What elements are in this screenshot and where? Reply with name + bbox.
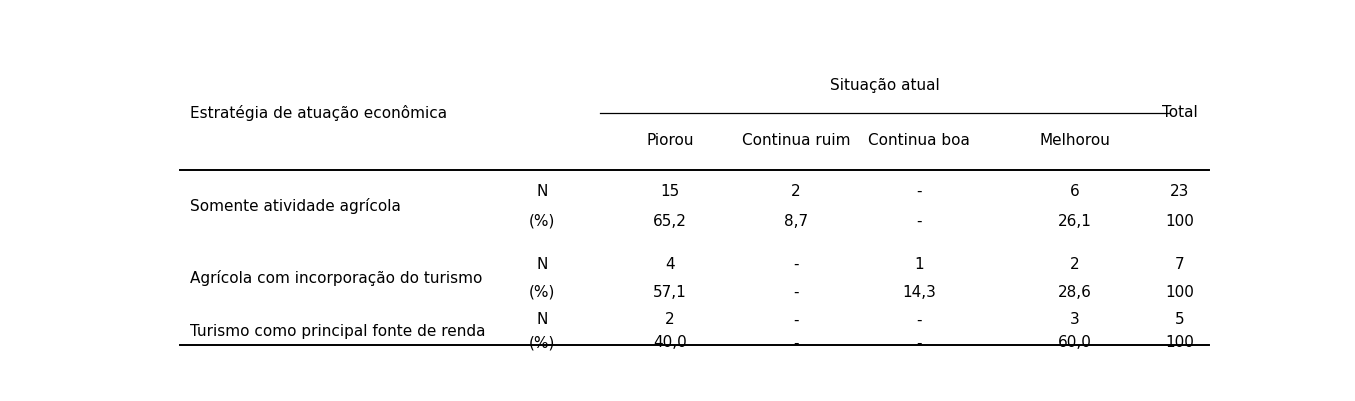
Text: 7: 7 [1175, 257, 1184, 272]
Text: Estratégia de atuação econômica: Estratégia de atuação econômica [190, 105, 447, 121]
Text: 8,7: 8,7 [783, 213, 808, 229]
Text: 5: 5 [1175, 312, 1184, 327]
Text: 2: 2 [665, 312, 675, 327]
Text: 100: 100 [1165, 213, 1194, 229]
Text: 26,1: 26,1 [1058, 213, 1092, 229]
Text: 6: 6 [1070, 184, 1080, 199]
Text: N: N [537, 312, 547, 327]
Text: 3: 3 [1070, 312, 1080, 327]
Text: 57,1: 57,1 [653, 285, 687, 300]
Text: 15: 15 [660, 184, 679, 199]
Text: 2: 2 [1070, 257, 1080, 272]
Text: Continua ruim: Continua ruim [741, 133, 850, 148]
Text: 60,0: 60,0 [1058, 336, 1092, 350]
Text: Agrícola com incorporação do turismo: Agrícola com incorporação do turismo [190, 270, 482, 286]
Text: (%): (%) [528, 285, 556, 300]
Text: -: - [916, 184, 921, 199]
Text: 100: 100 [1165, 285, 1194, 300]
Text: -: - [916, 213, 921, 229]
Text: Melhorou: Melhorou [1039, 133, 1111, 148]
Text: 100: 100 [1165, 336, 1194, 350]
Text: 40,0: 40,0 [653, 336, 687, 350]
Text: 4: 4 [665, 257, 675, 272]
Text: Somente atividade agrícola: Somente atividade agrícola [190, 198, 401, 215]
Text: -: - [793, 336, 798, 350]
Text: -: - [793, 312, 798, 327]
Text: -: - [793, 285, 798, 300]
Text: 28,6: 28,6 [1058, 285, 1092, 300]
Text: Situação atual: Situação atual [829, 78, 939, 93]
Text: 14,3: 14,3 [902, 285, 936, 300]
Text: 1: 1 [915, 257, 924, 272]
Text: Turismo como principal fonte de renda: Turismo como principal fonte de renda [190, 324, 486, 339]
Text: N: N [537, 184, 547, 199]
Text: Total: Total [1161, 105, 1198, 120]
Text: -: - [916, 336, 921, 350]
Text: N: N [537, 257, 547, 272]
Text: Piorou: Piorou [646, 133, 694, 148]
Text: (%): (%) [528, 213, 556, 229]
Text: (%): (%) [528, 336, 556, 350]
Text: Continua boa: Continua boa [869, 133, 970, 148]
Text: 2: 2 [791, 184, 801, 199]
Text: 23: 23 [1169, 184, 1190, 199]
Text: 65,2: 65,2 [653, 213, 687, 229]
Text: -: - [793, 257, 798, 272]
Text: -: - [916, 312, 921, 327]
